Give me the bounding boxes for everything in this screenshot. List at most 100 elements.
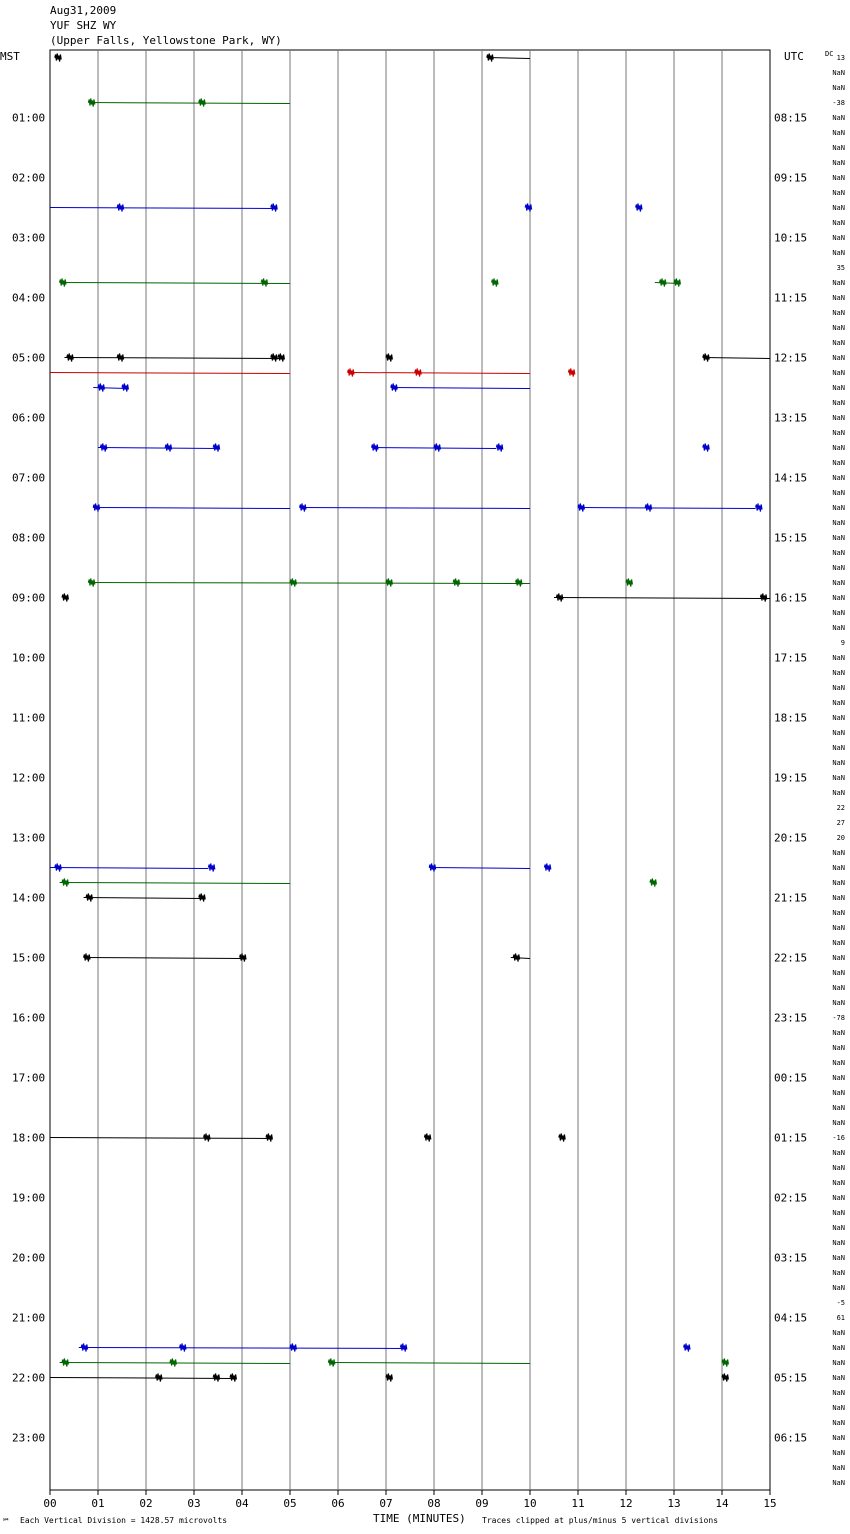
event-burst bbox=[121, 383, 129, 392]
event-burst bbox=[66, 353, 74, 362]
event-burst bbox=[277, 353, 285, 362]
mst-hour-label: 07:00 bbox=[12, 472, 45, 485]
event-burst bbox=[759, 593, 768, 602]
event-burst bbox=[289, 1343, 297, 1352]
event-burst bbox=[239, 953, 247, 962]
event-burst bbox=[54, 53, 62, 62]
dc-value: NaN bbox=[832, 414, 845, 422]
dc-value: NaN bbox=[832, 174, 845, 182]
event-burst bbox=[203, 1133, 211, 1142]
utc-hour-label: 03:15 bbox=[774, 1252, 807, 1265]
dc-value: NaN bbox=[832, 759, 845, 767]
event-burst bbox=[543, 863, 552, 872]
event-burst bbox=[61, 878, 69, 887]
x-tick-label: 11 bbox=[571, 1497, 584, 1510]
event-burst bbox=[659, 278, 667, 287]
event-burst bbox=[155, 1373, 163, 1382]
dc-value: NaN bbox=[832, 1059, 845, 1067]
utc-hour-label: 13:15 bbox=[774, 412, 807, 425]
event-burst bbox=[85, 893, 93, 902]
utc-hour-label: 10:15 bbox=[774, 232, 807, 245]
dc-value: 22 bbox=[837, 804, 845, 812]
dc-value: NaN bbox=[832, 294, 845, 302]
event-burst bbox=[116, 353, 125, 362]
dc-value: NaN bbox=[832, 744, 845, 752]
x-tick-label: 15 bbox=[763, 1497, 776, 1510]
trace-segment bbox=[328, 1362, 531, 1364]
x-tick-label: 10 bbox=[523, 1497, 536, 1510]
dc-value: NaN bbox=[832, 1104, 845, 1112]
mst-hour-label: 12:00 bbox=[12, 772, 45, 785]
dc-value: 61 bbox=[837, 1314, 845, 1322]
utc-hour-label: 18:15 bbox=[774, 712, 807, 725]
event-burst bbox=[179, 1343, 187, 1352]
trace-segment bbox=[59, 882, 291, 884]
event-burst bbox=[270, 203, 278, 212]
utc-hour-label: 11:15 bbox=[774, 292, 807, 305]
trace-segment bbox=[486, 57, 531, 59]
dc-value: NaN bbox=[832, 879, 845, 887]
trace-segment bbox=[93, 507, 291, 509]
mst-hour-label: 09:00 bbox=[12, 592, 45, 605]
trace-segment bbox=[49, 372, 291, 374]
event-burst bbox=[169, 1358, 177, 1367]
event-burst bbox=[433, 443, 441, 452]
dc-value: NaN bbox=[832, 624, 845, 632]
dc-value: NaN bbox=[832, 324, 845, 332]
mst-hour-label: 14:00 bbox=[12, 892, 45, 905]
mst-hour-label: 04:00 bbox=[12, 292, 45, 305]
utc-hour-label: 15:15 bbox=[774, 532, 807, 545]
dc-value: -38 bbox=[832, 99, 845, 107]
dc-value: NaN bbox=[832, 1209, 845, 1217]
seismic-traces bbox=[49, 53, 771, 1382]
trace-segment bbox=[49, 1137, 271, 1139]
dc-value: NaN bbox=[832, 1434, 845, 1442]
mst-hour-label: 22:00 bbox=[12, 1372, 45, 1385]
dc-value: NaN bbox=[832, 924, 845, 932]
utc-hour-label: 21:15 bbox=[774, 892, 807, 905]
trace-segment bbox=[702, 357, 771, 359]
utc-hour-label: 06:15 bbox=[774, 1432, 807, 1445]
dc-value: 35 bbox=[837, 264, 845, 272]
event-burst bbox=[59, 278, 67, 287]
dc-value: 20 bbox=[837, 834, 845, 842]
dc-value: NaN bbox=[832, 1344, 845, 1352]
event-burst bbox=[229, 1373, 237, 1382]
utc-hour-label: 04:15 bbox=[774, 1312, 807, 1325]
dc-value: NaN bbox=[832, 474, 845, 482]
utc-labels: 08:15 09:15 10:15 11:15 12:15 13:15 14:15 15:15… bbox=[774, 112, 807, 1445]
event-burst bbox=[491, 278, 499, 287]
chart-date: Aug31,2009 bbox=[50, 4, 117, 17]
plot-frame bbox=[49, 49, 771, 1491]
mst-hour-label: 05:00 bbox=[12, 352, 45, 365]
event-burst bbox=[385, 578, 393, 587]
dc-value: 27 bbox=[837, 819, 845, 827]
dc-value: NaN bbox=[832, 1479, 845, 1487]
dc-value: NaN bbox=[832, 729, 845, 737]
event-burst bbox=[347, 368, 355, 377]
event-burst bbox=[423, 1133, 432, 1142]
x-tick-label: 12 bbox=[619, 1497, 632, 1510]
mst-hour-label: 08:00 bbox=[12, 532, 45, 545]
event-burst bbox=[198, 893, 206, 902]
dc-value: NaN bbox=[832, 1089, 845, 1097]
mst-hour-label: 16:00 bbox=[12, 1012, 45, 1025]
event-burst bbox=[683, 1343, 691, 1352]
utc-axis-title: UTC bbox=[784, 50, 804, 63]
dc-value: NaN bbox=[832, 1329, 845, 1337]
dc-value: NaN bbox=[832, 1179, 845, 1187]
dc-value: NaN bbox=[832, 159, 845, 167]
event-burst bbox=[577, 503, 585, 512]
event-burst bbox=[512, 953, 521, 962]
event-burst bbox=[452, 578, 461, 587]
dc-value: NaN bbox=[832, 984, 845, 992]
utc-hour-label: 00:15 bbox=[774, 1072, 807, 1085]
dc-value: NaN bbox=[832, 1269, 845, 1277]
dc-value: NaN bbox=[832, 1284, 845, 1292]
x-tick-label: 06 bbox=[331, 1497, 344, 1510]
dc-value: NaN bbox=[832, 219, 845, 227]
event-burst bbox=[54, 863, 62, 872]
event-burst bbox=[414, 368, 422, 377]
event-burst bbox=[87, 98, 96, 107]
